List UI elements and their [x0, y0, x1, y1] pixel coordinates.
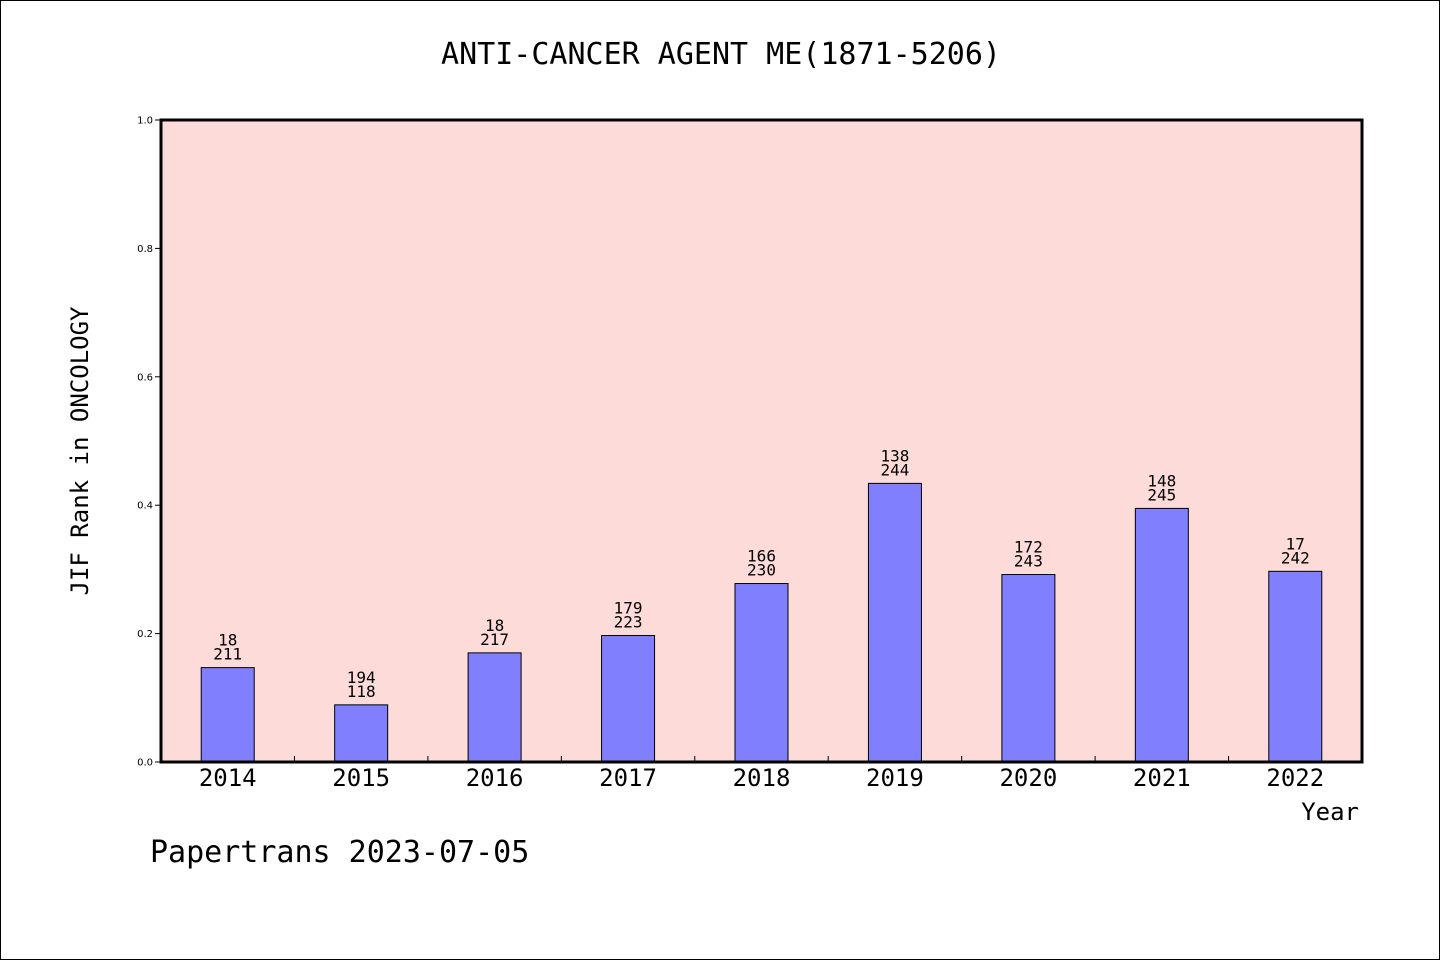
bar-total-label: 217	[480, 630, 509, 649]
bar-2022	[1268, 570, 1323, 763]
x-tick-label: 2018	[733, 764, 791, 792]
bar-rank-label: 166	[747, 547, 776, 566]
bar-rank-label: 194	[347, 668, 376, 687]
bar-total-label: 243	[1014, 552, 1043, 571]
bar-2019	[867, 482, 922, 763]
bar-rank-label: 17	[1286, 534, 1305, 553]
bar-2014	[200, 667, 255, 763]
bar-total-label: 245	[1147, 485, 1176, 504]
bar-2017	[601, 635, 656, 763]
x-tick-label: 2022	[1266, 764, 1324, 792]
x-axis-label: Year	[1301, 798, 1359, 826]
bar-total-label: 244	[880, 460, 909, 479]
y-tick-label: 0.2	[137, 629, 153, 640]
x-tick-label: 2016	[466, 764, 524, 792]
bar-total-label: 211	[213, 645, 242, 664]
y-tick-label: 0.6	[137, 372, 153, 383]
bar-rank-label: 18	[485, 616, 504, 635]
bar-total-label: 118	[347, 682, 376, 701]
y-tick-label: 0.4	[137, 501, 153, 512]
bar-rank-label: 172	[1014, 538, 1043, 557]
bar-2018	[734, 583, 789, 763]
y-tick-label: 0.8	[137, 244, 153, 255]
bar-total-label: 223	[614, 613, 643, 632]
x-tick-label: 2015	[332, 764, 390, 792]
x-tick-label: 2021	[1133, 764, 1191, 792]
plot-border	[159, 118, 1364, 764]
bar-2016	[467, 652, 522, 763]
y-tick-label: 0.0	[137, 758, 153, 769]
bar-rank-label: 148	[1147, 471, 1176, 490]
bar-rank-label: 138	[880, 446, 909, 465]
bar-2020	[1001, 574, 1056, 763]
x-tick-label: 2020	[999, 764, 1057, 792]
bar-rank-label: 18	[218, 631, 237, 650]
y-tick-label: 1.0	[137, 116, 153, 127]
bar-2021	[1134, 507, 1189, 763]
x-tick-label: 2014	[199, 764, 257, 792]
x-tick-label: 2019	[866, 764, 924, 792]
bar-total-label: 242	[1281, 548, 1310, 567]
footer-credit: Papertrans 2023-07-05	[150, 835, 530, 870]
bar-rank-label: 179	[614, 599, 643, 618]
bar-2015	[334, 704, 389, 763]
chart-title: ANTI-CANCER AGENT ME(1871-5206)	[441, 37, 1001, 72]
x-tick-label: 2017	[599, 764, 657, 792]
bar-total-label: 230	[747, 561, 776, 580]
